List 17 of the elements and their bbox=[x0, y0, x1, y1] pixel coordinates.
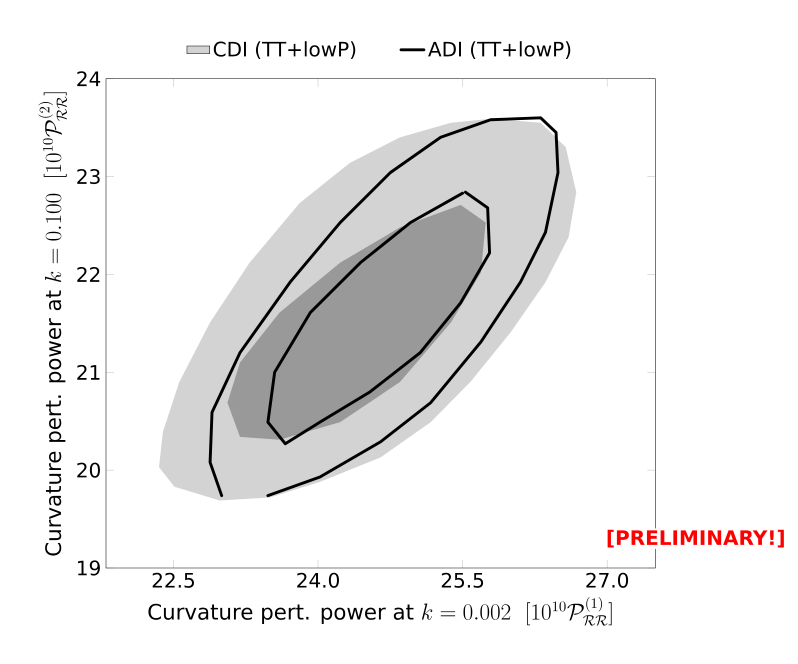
x-tick-label: 27.0 bbox=[586, 572, 628, 588]
legend-label: CDI (TT+lowP) bbox=[214, 41, 356, 60]
y-tick-label: 19 bbox=[78, 560, 100, 576]
x-axis-title: $\text{Curvature pert. power at }k=0.002\ \ [10^{10}\mathcal{P}^{(1)}_{\mathcal{RR}}]$ bbox=[148, 597, 612, 626]
x-tick-label: 22.5 bbox=[152, 572, 194, 588]
legend-label: ADI (TT+lowP) bbox=[428, 41, 570, 60]
y-axis-title: $\text{Curvature pert. power at }k=0.100\ \ [10^{10}\mathcal{P}^{(2)}_{\mathcal{RR}}]$ bbox=[38, 92, 67, 556]
line-series bbox=[208, 116, 560, 498]
y-tick-label: 20 bbox=[77, 462, 100, 478]
line-series bbox=[266, 190, 492, 446]
y-tick-label: 24 bbox=[77, 71, 100, 86]
y-tick-label: 21 bbox=[77, 364, 100, 380]
y-tick-label: 23 bbox=[77, 168, 100, 184]
x-tick-label: 25.5 bbox=[442, 572, 484, 588]
annotation: [PRELIMINARY!] bbox=[608, 530, 784, 548]
x-tick-label: 24.0 bbox=[297, 572, 339, 588]
y-tick-label: 22 bbox=[77, 266, 100, 282]
